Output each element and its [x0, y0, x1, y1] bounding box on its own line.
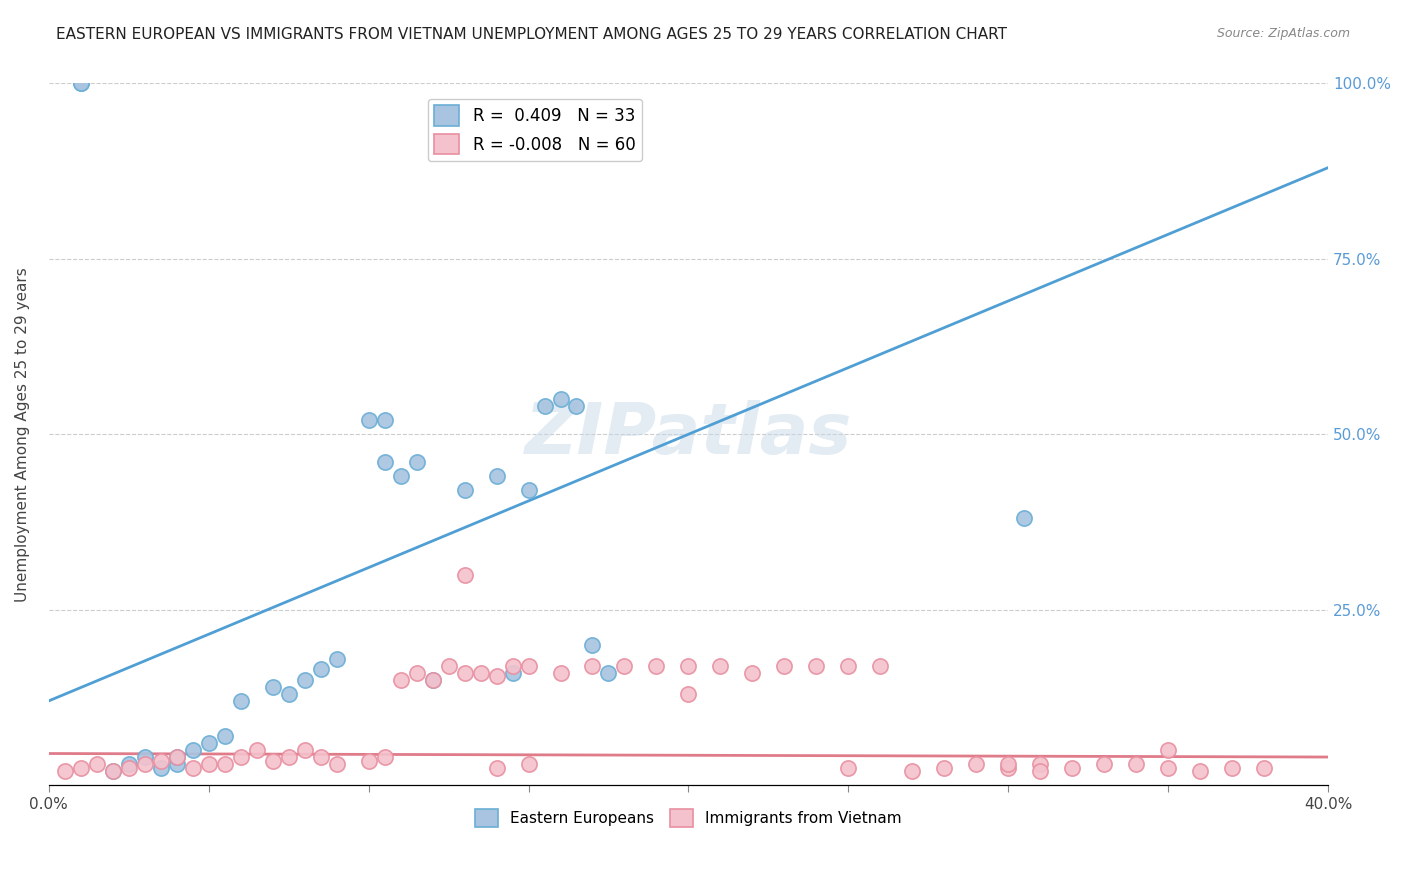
Point	[229, 750, 252, 764]
Point	[309, 750, 332, 764]
Text: ZIPatlas: ZIPatlas	[524, 400, 852, 469]
Point	[453, 483, 475, 498]
Point	[1062, 760, 1084, 774]
Text: EASTERN EUROPEAN VS IMMIGRANTS FROM VIETNAM UNEMPLOYMENT AMONG AGES 25 TO 29 YEA: EASTERN EUROPEAN VS IMMIGRANTS FROM VIET…	[56, 27, 1007, 42]
Point	[149, 760, 172, 774]
Point	[246, 743, 269, 757]
Point	[598, 665, 620, 680]
Point	[69, 760, 91, 774]
Legend: Eastern Europeans, Immigrants from Vietnam: Eastern Europeans, Immigrants from Vietn…	[470, 803, 908, 834]
Point	[453, 665, 475, 680]
Point	[214, 757, 236, 772]
Point	[277, 750, 299, 764]
Point	[134, 750, 156, 764]
Point	[118, 760, 141, 774]
Point	[997, 760, 1019, 774]
Point	[405, 665, 427, 680]
Point	[294, 743, 316, 757]
Point	[581, 638, 603, 652]
Point	[86, 757, 108, 772]
Point	[166, 757, 188, 772]
Point	[437, 658, 460, 673]
Point	[166, 750, 188, 764]
Point	[502, 658, 524, 673]
Point	[374, 455, 396, 469]
Point	[485, 469, 508, 483]
Point	[294, 673, 316, 687]
Point	[134, 757, 156, 772]
Point	[709, 658, 731, 673]
Point	[502, 665, 524, 680]
Point	[197, 757, 219, 772]
Point	[229, 694, 252, 708]
Point	[581, 658, 603, 673]
Point	[565, 399, 588, 413]
Point	[181, 743, 204, 757]
Point	[214, 729, 236, 743]
Point	[374, 750, 396, 764]
Point	[101, 764, 124, 778]
Point	[533, 399, 555, 413]
Point	[485, 760, 508, 774]
Point	[422, 673, 444, 687]
Point	[181, 760, 204, 774]
Point	[197, 736, 219, 750]
Point	[773, 658, 796, 673]
Point	[69, 77, 91, 91]
Point	[645, 658, 668, 673]
Point	[485, 669, 508, 683]
Point	[470, 665, 492, 680]
Point	[613, 658, 636, 673]
Point	[149, 754, 172, 768]
Point	[1029, 757, 1052, 772]
Point	[517, 483, 540, 498]
Point	[678, 658, 700, 673]
Point	[389, 469, 412, 483]
Point	[997, 757, 1019, 772]
Point	[550, 392, 572, 407]
Point	[517, 757, 540, 772]
Point	[374, 413, 396, 427]
Point	[453, 567, 475, 582]
Point	[1189, 764, 1212, 778]
Point	[262, 754, 284, 768]
Point	[166, 750, 188, 764]
Point	[1125, 757, 1147, 772]
Point	[934, 760, 956, 774]
Point	[901, 764, 924, 778]
Point	[965, 757, 987, 772]
Point	[1157, 743, 1180, 757]
Point	[325, 757, 347, 772]
Point	[869, 658, 891, 673]
Point	[357, 413, 380, 427]
Point	[422, 673, 444, 687]
Point	[53, 764, 76, 778]
Point	[1014, 511, 1036, 525]
Point	[357, 754, 380, 768]
Point	[277, 687, 299, 701]
Point	[1220, 760, 1243, 774]
Text: Source: ZipAtlas.com: Source: ZipAtlas.com	[1216, 27, 1350, 40]
Point	[837, 658, 859, 673]
Point	[741, 665, 763, 680]
Point	[262, 680, 284, 694]
Y-axis label: Unemployment Among Ages 25 to 29 years: Unemployment Among Ages 25 to 29 years	[15, 267, 30, 601]
Point	[1092, 757, 1115, 772]
Point	[517, 658, 540, 673]
Point	[325, 652, 347, 666]
Point	[118, 757, 141, 772]
Point	[101, 764, 124, 778]
Point	[69, 77, 91, 91]
Point	[678, 687, 700, 701]
Point	[806, 658, 828, 673]
Point	[550, 665, 572, 680]
Point	[309, 662, 332, 676]
Point	[389, 673, 412, 687]
Point	[1029, 764, 1052, 778]
Point	[1157, 760, 1180, 774]
Point	[1253, 760, 1275, 774]
Point	[837, 760, 859, 774]
Point	[405, 455, 427, 469]
